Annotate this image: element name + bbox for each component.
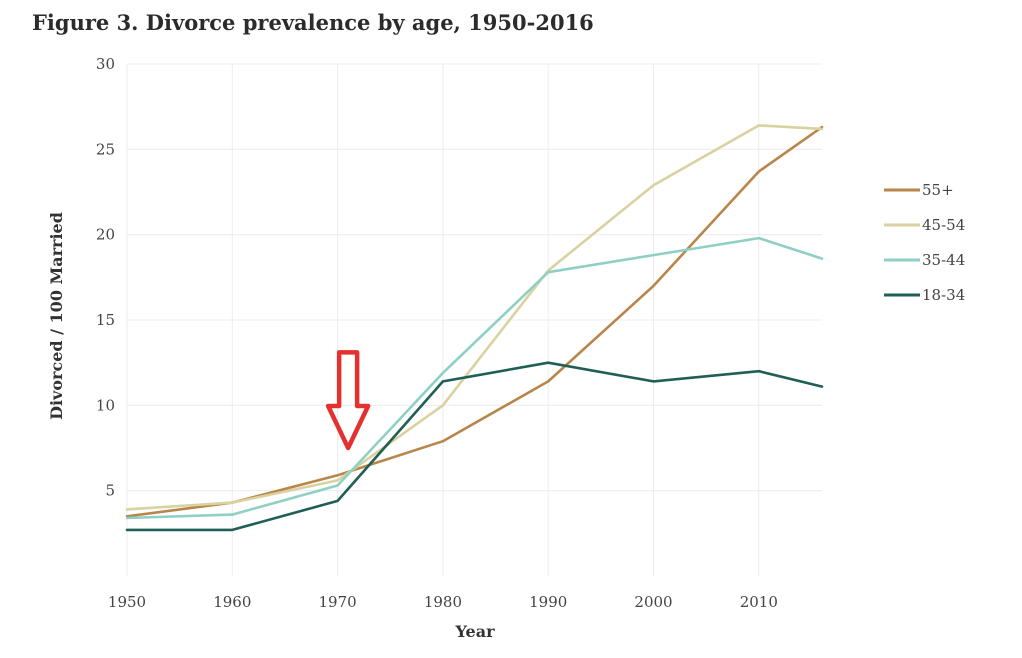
series-line-55- — [125, 125, 824, 518]
legend-label: 45-54 — [922, 216, 965, 234]
legend-label: 18-34 — [922, 286, 965, 304]
y-tick-labels: 5 10 15 20 25 30 — [96, 55, 115, 500]
chart-title: Figure 3. Divorce prevalence by age, 195… — [32, 10, 594, 35]
x-tick-label: 1950 — [108, 593, 146, 611]
x-tick-label: 2000 — [634, 593, 672, 611]
y-tick-label: 10 — [96, 396, 115, 414]
legend-label: 55+ — [922, 181, 954, 199]
legend: 55+ 45-54 35-44 18-34 — [884, 181, 965, 304]
y-axis-label: Divorced / 100 Married — [47, 212, 66, 420]
x-tick-label: 2010 — [740, 593, 778, 611]
series-lines — [125, 124, 824, 532]
y-tick-label: 20 — [96, 226, 115, 244]
x-tick-labels: 1950 1960 1970 1980 1990 2000 2010 — [108, 593, 778, 611]
legend-label: 35-44 — [922, 251, 965, 269]
x-tick-label: 1980 — [424, 593, 462, 611]
series-line-18-34 — [125, 361, 824, 532]
series-line-45-54 — [125, 124, 824, 511]
x-tick-label: 1970 — [319, 593, 357, 611]
annotation-layer — [325, 350, 371, 451]
x-tick-label: 1960 — [213, 593, 251, 611]
y-tick-label: 25 — [96, 140, 115, 158]
x-tick-label: 1990 — [529, 593, 567, 611]
y-tick-label: 5 — [105, 482, 115, 500]
series-line-35-44 — [125, 236, 824, 520]
y-tick-label: 30 — [96, 55, 115, 73]
y-tick-label: 15 — [96, 311, 115, 329]
x-axis-label: Year — [454, 622, 495, 641]
grid-lines — [126, 63, 822, 576]
down-arrow-annotation — [325, 350, 371, 451]
